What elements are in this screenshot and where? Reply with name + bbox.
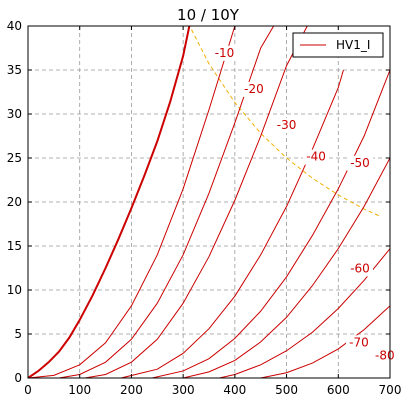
curve-label: -20 <box>244 82 264 96</box>
curve-label-bg <box>347 155 374 171</box>
curve-label: -80 <box>375 349 395 363</box>
x-tick-label: 300 <box>172 383 195 397</box>
curve-labels: -10 -20 -30 -40 -50 -60 -70 -80 <box>211 45 398 364</box>
grid-curve-m30 <box>84 26 308 378</box>
curve-label: -30 <box>277 118 297 132</box>
x-tick-label: 0 <box>24 383 32 397</box>
legend: HV1_I <box>292 32 384 58</box>
grid-curve-m70 <box>219 248 390 378</box>
y-tick-label: 5 <box>14 327 22 341</box>
grid-curve-m60 <box>183 157 390 378</box>
y-tick-label: 40 <box>7 19 22 33</box>
curve-label: -60 <box>350 261 370 275</box>
y-tick-label: 35 <box>7 63 22 77</box>
y-tick-label: 10 <box>7 283 22 297</box>
grid-lines <box>28 26 390 378</box>
x-tick-label: 700 <box>379 383 402 397</box>
x-tick-label: 100 <box>68 383 91 397</box>
y-tick-label: 25 <box>7 151 22 165</box>
curve-label: -50 <box>350 156 370 170</box>
x-tick-label: 500 <box>275 383 298 397</box>
curve-label: -70 <box>349 335 369 349</box>
y-tick-label: 30 <box>7 107 22 121</box>
axis-ticks: 0 100 200 300 400 500 600 700 0 5 10 15 20 25 30 35 40 <box>7 19 402 397</box>
chart-title: 10 / 10Y <box>177 6 240 24</box>
plate-curves <box>28 26 390 378</box>
x-tick-label: 600 <box>327 383 350 397</box>
grid-curve-m40 <box>120 69 344 378</box>
y-tick-label: 0 <box>14 371 22 385</box>
curve-label-bg <box>211 45 238 61</box>
plot-frame <box>27 25 391 379</box>
curve-label: -10 <box>215 46 235 60</box>
curve-label: -40 <box>306 150 326 164</box>
curve-label-bg <box>371 348 398 364</box>
y-tick-label: 15 <box>7 239 22 253</box>
x-tick-label: 200 <box>120 383 143 397</box>
curve-label-bg <box>240 81 267 97</box>
curve-label-bg <box>347 261 374 277</box>
grid-curve-0 <box>28 26 191 378</box>
grid-curve-m80 <box>260 305 390 378</box>
y-tick-label: 20 <box>7 195 22 209</box>
curve-label-bg <box>345 335 372 351</box>
grid-curve-m10 <box>28 26 236 378</box>
curve-label-bg <box>273 117 300 133</box>
legend-label: HV1_I <box>336 38 370 52</box>
curve-label-bg <box>303 149 330 165</box>
x-tick-label: 400 <box>223 383 246 397</box>
